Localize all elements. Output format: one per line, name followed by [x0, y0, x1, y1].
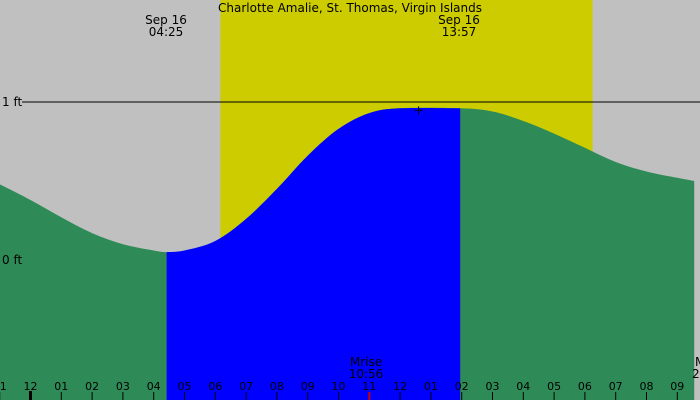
high-tide-time: 13:57 [442, 25, 477, 39]
x-tick-label: 07 [239, 380, 253, 393]
x-tick-label: 08 [640, 380, 654, 393]
x-tick-label: 09 [301, 380, 315, 393]
x-tick-label: 06 [578, 380, 592, 393]
moonrise-label: Mrise [350, 355, 382, 369]
y-tick-label-0ft: 0 ft [2, 253, 22, 267]
x-tick-label: 08 [270, 380, 284, 393]
x-tick-label: 11 [362, 380, 376, 393]
x-axis: 11 12 01 02 03 04 05 06 07 08 09 10 11 12 01 02 03 04 05 06… [0, 380, 684, 400]
moonlit-tide-area [166, 107, 461, 400]
chart-title: Charlotte Amalie, St. Thomas, Virgin Isl… [218, 1, 482, 15]
x-tick-label: 09 [670, 380, 684, 393]
x-tick-label: 03 [116, 380, 130, 393]
x-tick-label: 07 [609, 380, 623, 393]
x-tick-label: 11 [0, 380, 7, 393]
low-tide-date: Sep 16 [145, 13, 187, 27]
x-tick-label: 04 [147, 380, 161, 393]
high-tide-marker [414, 106, 423, 115]
y-tick-label-1ft: 1 ft [2, 95, 22, 109]
x-tick-label: 05 [178, 380, 192, 393]
x-tick-label: 10 [332, 380, 346, 393]
x-tick-label: 01 [54, 380, 68, 393]
x-tick-label: 03 [486, 380, 500, 393]
edge-event-time: 2 [692, 367, 700, 381]
low-tide-time: 04:25 [149, 25, 184, 39]
x-tick-label: 04 [516, 380, 530, 393]
x-tick-label: 06 [208, 380, 222, 393]
moonrise-time: 10:56 [349, 367, 384, 381]
high-tide-date: Sep 16 [438, 13, 480, 27]
x-tick-label: 05 [547, 380, 561, 393]
x-tick-label: 02 [85, 380, 99, 393]
x-tick-label: 12 [24, 380, 38, 393]
x-tick-label: 12 [393, 380, 407, 393]
x-tick-label: 02 [455, 380, 469, 393]
edge-event-label: M [695, 355, 700, 369]
x-tick-label: 01 [424, 380, 438, 393]
